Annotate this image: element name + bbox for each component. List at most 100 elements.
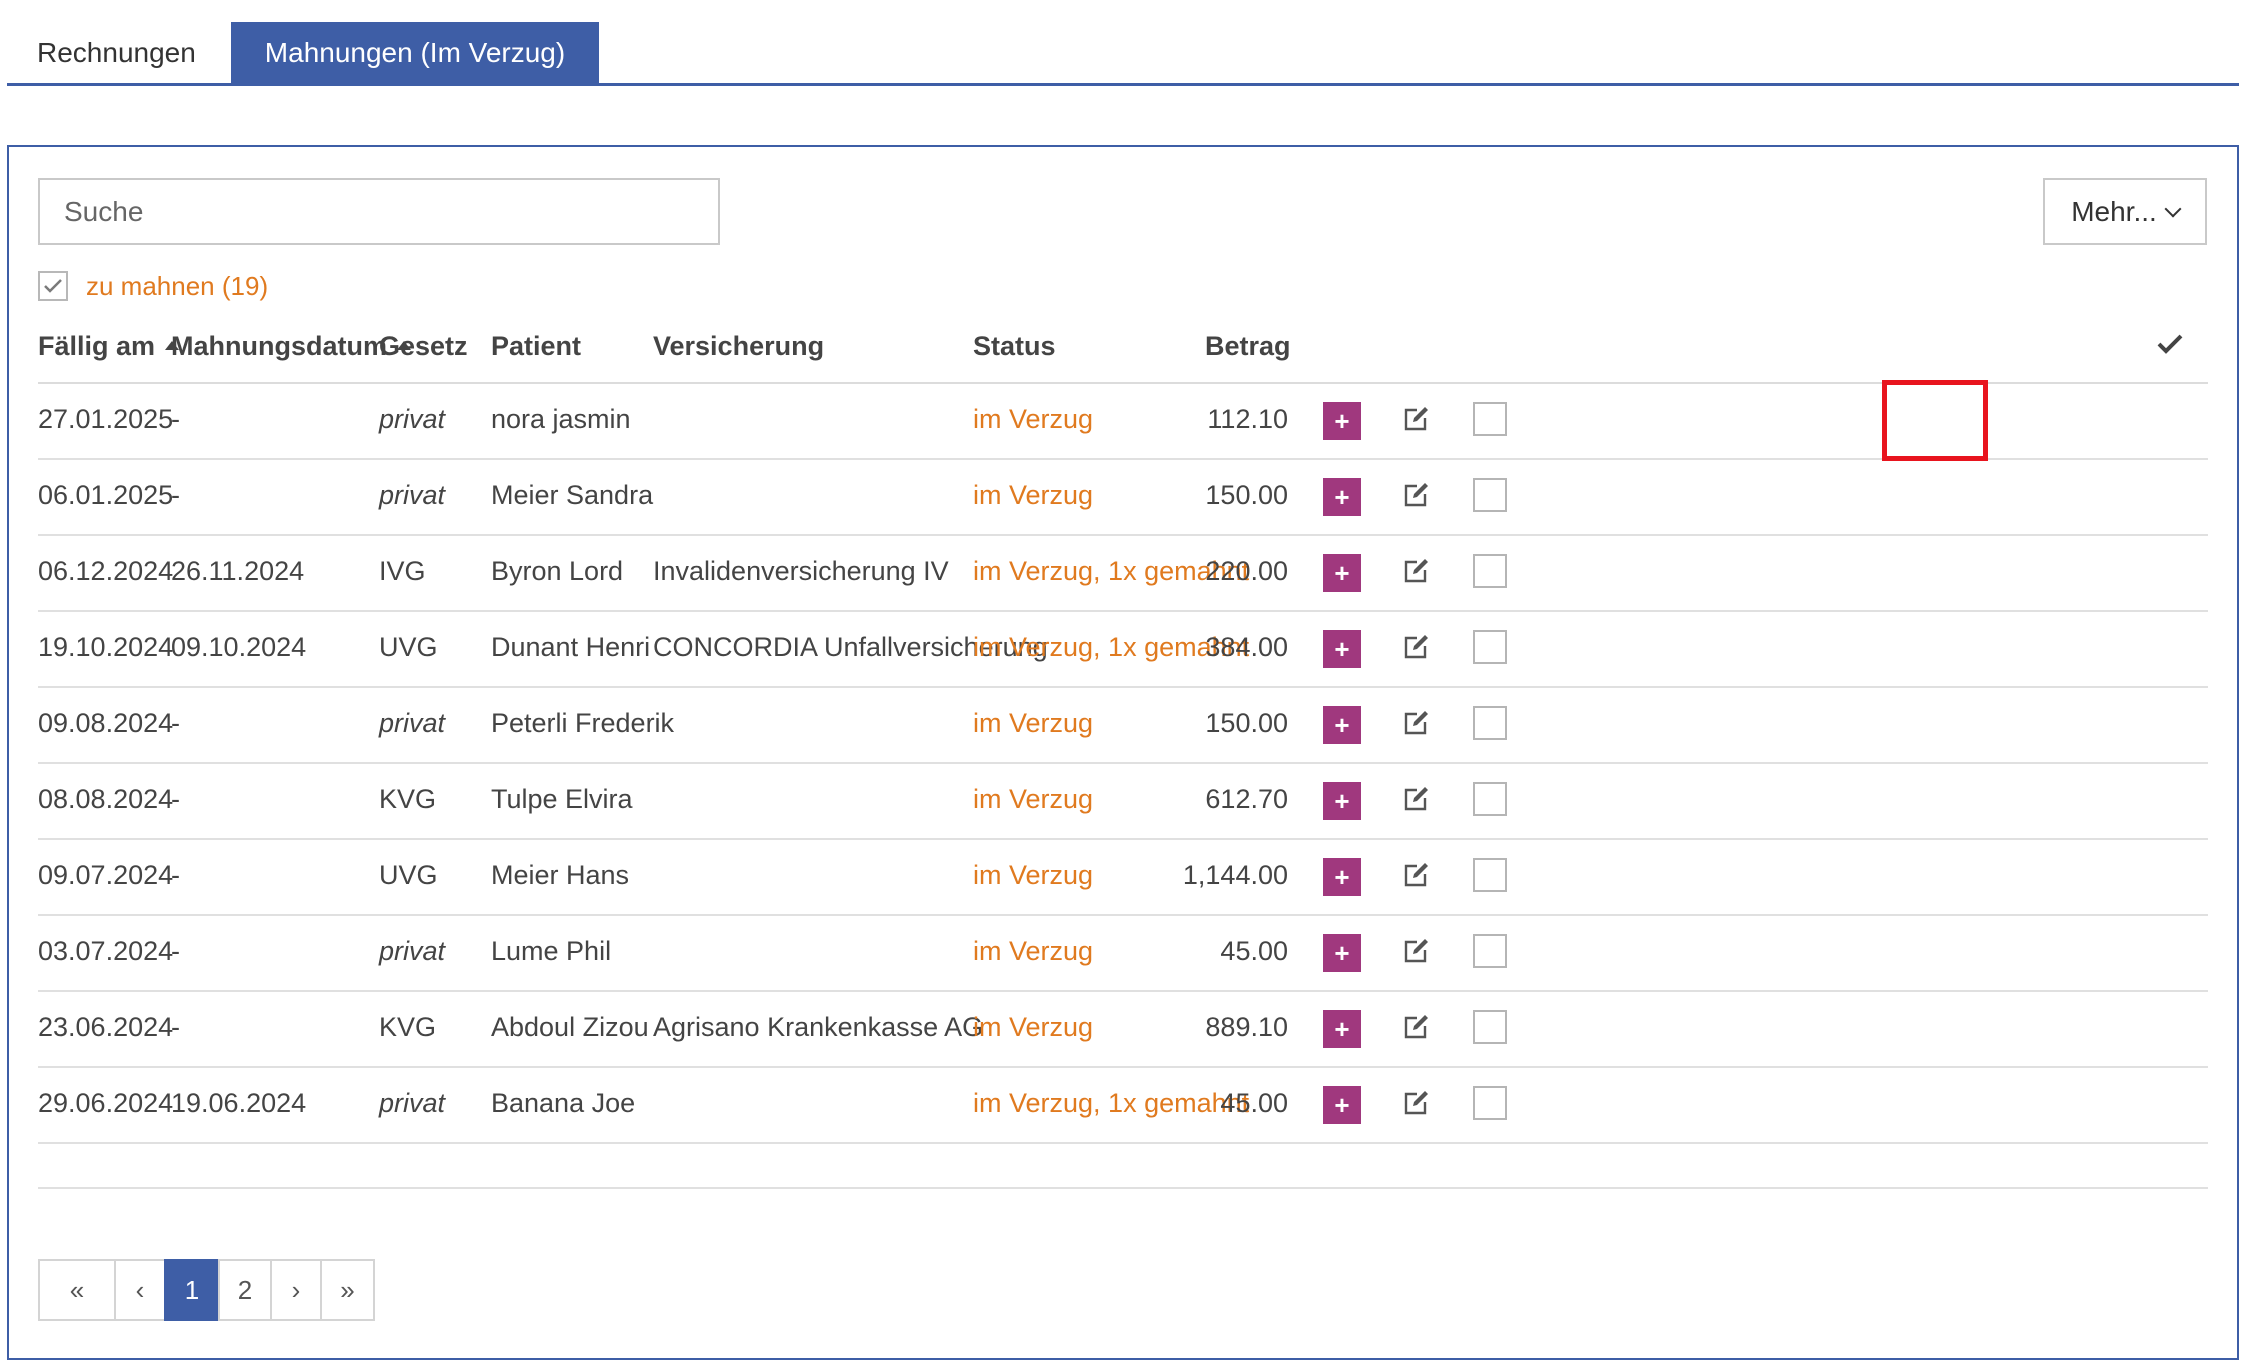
cell-status: im Verzug, 1x gemahnt bbox=[973, 632, 1250, 662]
table-row: 09.07.2024- UVG Meier Hans im Verzug 1,144.0… bbox=[38, 838, 2208, 916]
cell-law: privat bbox=[379, 1088, 446, 1118]
edit-icon[interactable] bbox=[1401, 556, 1431, 586]
cell-due: 27.01.2025 bbox=[38, 404, 174, 434]
cell-reminder-date: - bbox=[171, 860, 180, 890]
header-insurance[interactable]: Versicherung bbox=[653, 331, 825, 361]
cell-insurance: CONCORDIA Unfallversicherung bbox=[653, 632, 1048, 662]
add-reminder-button[interactable]: + bbox=[1323, 858, 1361, 896]
table-row: 06.12.2024 26.11.2024 IVG Byron Lord Invalid… bbox=[38, 534, 2208, 612]
add-reminder-button[interactable]: + bbox=[1323, 1010, 1361, 1048]
cell-status: im Verzug bbox=[973, 480, 1094, 510]
tab-rechnungen[interactable]: Rechnungen bbox=[37, 37, 196, 68]
add-reminder-button[interactable]: + bbox=[1323, 402, 1361, 440]
cell-law: privat bbox=[379, 708, 446, 738]
add-reminder-button[interactable]: + bbox=[1323, 478, 1361, 516]
row-checkbox[interactable] bbox=[1473, 706, 1507, 740]
row-checkbox[interactable] bbox=[1473, 1010, 1507, 1044]
check-icon bbox=[44, 279, 62, 293]
header-status[interactable]: Status bbox=[973, 331, 1056, 361]
row-checkbox[interactable] bbox=[1473, 478, 1507, 512]
page-next[interactable]: › bbox=[270, 1259, 322, 1321]
table-row: 03.07.2024- privat Lume Phil im Verzug 45.00… bbox=[38, 914, 2208, 992]
page-last[interactable]: » bbox=[320, 1259, 375, 1321]
table-row: 08.08.2024- KVG Tulpe Elvira im Verzug 612.7… bbox=[38, 762, 2208, 840]
header-law[interactable]: Gesetz bbox=[379, 331, 468, 361]
edit-icon[interactable] bbox=[1401, 784, 1431, 814]
cell-law: KVG bbox=[379, 784, 437, 814]
cell-due: 29.06.2024 bbox=[38, 1088, 174, 1118]
row-checkbox[interactable] bbox=[1473, 858, 1507, 892]
header-amount[interactable]: Betrag bbox=[1205, 331, 1291, 361]
add-reminder-button[interactable]: + bbox=[1323, 1086, 1361, 1124]
header-due-label: Fällig am bbox=[38, 331, 156, 361]
add-reminder-button[interactable]: + bbox=[1323, 934, 1361, 972]
row-checkbox[interactable] bbox=[1473, 630, 1507, 664]
filter-checkbox[interactable] bbox=[38, 271, 68, 301]
edit-icon[interactable] bbox=[1401, 936, 1431, 966]
cell-law: privat bbox=[379, 936, 446, 966]
cell-amount: 220.00 bbox=[1205, 556, 1288, 586]
tab-bar: Rechnungen Mahnungen (Im Verzug) bbox=[7, 22, 2239, 86]
cell-due: 09.07.2024 bbox=[38, 860, 174, 890]
page-1[interactable]: 1 bbox=[164, 1259, 220, 1321]
row-checkbox[interactable] bbox=[1473, 934, 1507, 968]
cell-status: im Verzug bbox=[973, 936, 1094, 966]
cell-amount: 112.10 bbox=[1207, 404, 1288, 434]
cell-patient: Meier Sandra bbox=[491, 480, 654, 510]
cell-due: 19.10.2024 bbox=[38, 632, 174, 662]
cell-reminder-date: - bbox=[171, 784, 180, 814]
cell-insurance: Agrisano Krankenkasse AG bbox=[653, 1012, 984, 1042]
cell-reminder-date: - bbox=[171, 1012, 180, 1042]
table-row: 29.06.2024 19.06.2024 privat Banana Joe im V… bbox=[38, 1066, 2208, 1144]
header-reminder-date-label: Mahnungsdatum bbox=[171, 331, 387, 361]
cell-reminder-date: - bbox=[171, 936, 180, 966]
add-reminder-button[interactable]: + bbox=[1323, 706, 1361, 744]
cell-status: im Verzug, 1x gemahnt bbox=[973, 556, 1250, 586]
edit-icon[interactable] bbox=[1401, 708, 1431, 738]
page-first[interactable]: « bbox=[38, 1259, 116, 1321]
filter-due-reminders: zu mahnen (19) bbox=[38, 270, 268, 302]
page-prev[interactable]: ‹ bbox=[114, 1259, 166, 1321]
edit-icon[interactable] bbox=[1401, 860, 1431, 890]
sort-up-icon bbox=[397, 341, 411, 351]
cell-patient: Tulpe Elvira bbox=[491, 784, 633, 814]
tab-mahnungen[interactable]: Mahnungen (Im Verzug) bbox=[231, 22, 599, 83]
header-due[interactable]: Fällig am bbox=[38, 316, 180, 382]
cell-patient: Abdoul Zizou bbox=[491, 1012, 649, 1042]
check-all-icon[interactable] bbox=[2157, 334, 2183, 354]
add-reminder-button[interactable]: + bbox=[1323, 630, 1361, 668]
cell-status: im Verzug bbox=[973, 708, 1094, 738]
more-button[interactable]: Mehr... bbox=[2043, 178, 2207, 245]
page-2[interactable]: 2 bbox=[218, 1259, 272, 1321]
edit-icon[interactable] bbox=[1401, 404, 1431, 434]
search-input[interactable] bbox=[38, 178, 720, 245]
cell-status: im Verzug bbox=[973, 784, 1094, 814]
row-checkbox[interactable] bbox=[1473, 554, 1507, 588]
row-checkbox[interactable] bbox=[1473, 402, 1507, 436]
cell-due: 08.08.2024 bbox=[38, 784, 174, 814]
edit-icon[interactable] bbox=[1401, 1088, 1431, 1118]
cell-status: im Verzug bbox=[973, 860, 1094, 890]
header-reminder-date[interactable]: Mahnungsdatum bbox=[171, 316, 411, 382]
cell-amount: 384.00 bbox=[1205, 632, 1288, 662]
cell-reminder-date: 19.06.2024 bbox=[171, 1088, 307, 1118]
add-reminder-button[interactable]: + bbox=[1323, 782, 1361, 820]
edit-icon[interactable] bbox=[1401, 1012, 1431, 1042]
row-checkbox[interactable] bbox=[1473, 1086, 1507, 1120]
cell-law: IVG bbox=[379, 556, 426, 586]
sort-up-icon bbox=[165, 341, 180, 351]
cell-status: im Verzug bbox=[973, 404, 1094, 434]
cell-amount: 150.00 bbox=[1205, 480, 1288, 510]
cell-law: KVG bbox=[379, 1012, 437, 1042]
filter-label[interactable]: zu mahnen (19) bbox=[86, 270, 269, 301]
cell-due: 23.06.2024 bbox=[38, 1012, 174, 1042]
edit-icon[interactable] bbox=[1401, 480, 1431, 510]
cell-law: UVG bbox=[379, 632, 438, 662]
header-patient[interactable]: Patient bbox=[491, 331, 582, 361]
add-reminder-button[interactable]: + bbox=[1323, 554, 1361, 592]
edit-icon[interactable] bbox=[1401, 632, 1431, 662]
row-checkbox[interactable] bbox=[1473, 782, 1507, 816]
table-header: Fällig am Mahnungsdatum Gesetz Patient V… bbox=[38, 316, 2208, 384]
cell-reminder-date: - bbox=[171, 480, 180, 510]
more-button-label: Mehr... bbox=[2071, 195, 2157, 227]
